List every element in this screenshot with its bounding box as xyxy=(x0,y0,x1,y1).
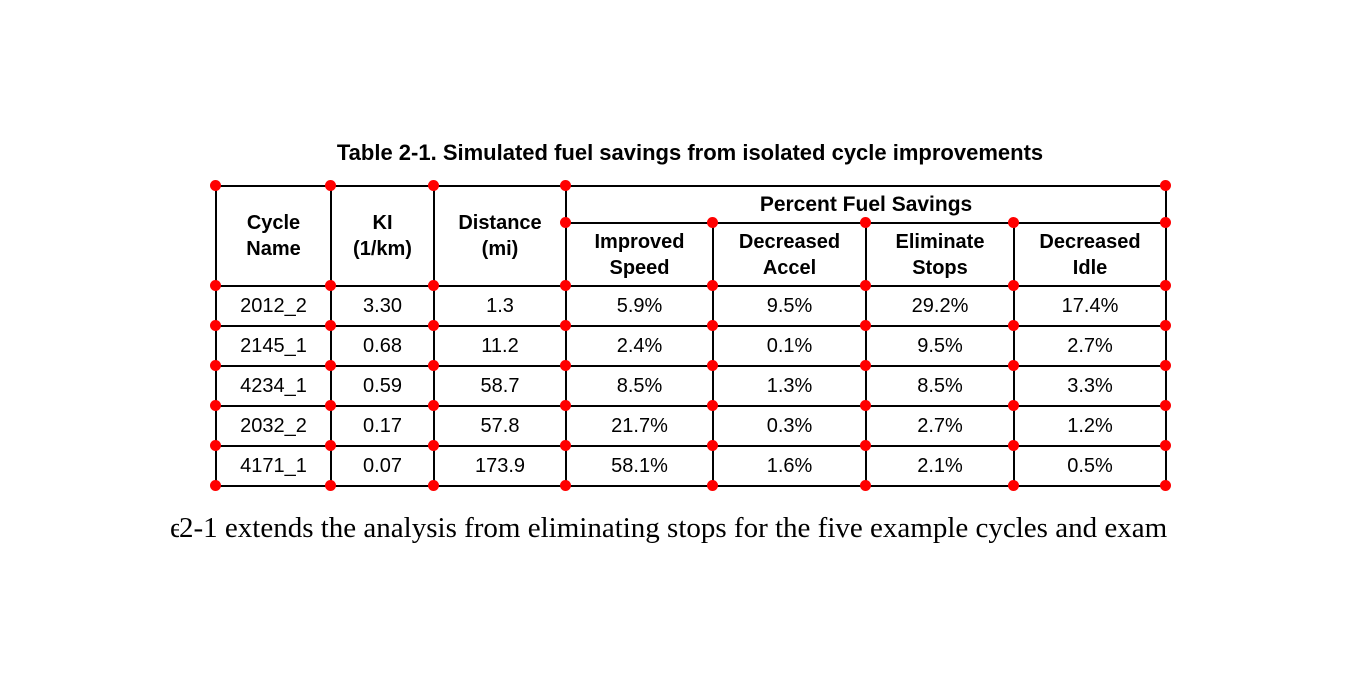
table-cell-eliminate-stops: 9.5% xyxy=(865,325,1015,367)
table-cell-ki: 0.59 xyxy=(330,365,435,407)
column-header-decreased-accel: Decreased Accel xyxy=(712,222,867,287)
table-cell-improved-speed: 8.5% xyxy=(565,365,714,407)
table-cell-improved-speed: 21.7% xyxy=(565,405,714,447)
table-cell-improved-speed: 5.9% xyxy=(565,285,714,327)
table-cell-decreased-accel: 1.6% xyxy=(712,445,867,487)
table-cell-ki: 3.30 xyxy=(330,285,435,327)
table-caption: Table 2-1. Simulated fuel savings from i… xyxy=(336,140,1044,165)
table-cell-ki: 0.17 xyxy=(330,405,435,447)
table-cell-decreased-idle: 1.2% xyxy=(1012,405,1168,447)
column-header-eliminate-stops: Eliminate Stops xyxy=(865,222,1015,287)
table-cell-distance: 11.2 xyxy=(433,325,567,367)
paragraph-text: 2-1 extends the analysis from eliminatin… xyxy=(179,512,1168,544)
table-cell-distance: 57.8 xyxy=(433,405,567,447)
table-row: 2032_2 0.17 57.8 21.7% 0.3% 2.7% 1.2% xyxy=(215,405,1168,447)
paragraph-line: e2-1 extends the analysis from eliminati… xyxy=(170,512,1167,545)
table-cell-ki: 0.68 xyxy=(330,325,435,367)
table-row: 2145_1 0.68 11.2 2.4% 0.1% 9.5% 2.7% xyxy=(215,325,1168,367)
table-cell-cycle-name: 4234_1 xyxy=(215,365,332,407)
table-cell-improved-speed: 58.1% xyxy=(565,445,714,487)
table-cell-distance: 1.3 xyxy=(433,285,567,327)
table-row: 4171_1 0.07 173.9 58.1% 1.6% 2.1% 0.5% xyxy=(215,445,1168,487)
table-cell-decreased-idle: 3.3% xyxy=(1012,365,1168,407)
column-header-decreased-idle: Decreased Idle xyxy=(1012,222,1168,287)
group-header-percent-fuel-savings: Percent Fuel Savings xyxy=(564,185,1168,224)
table-cell-cycle-name: 2032_2 xyxy=(215,405,332,447)
fuel-savings-table: Cycle Name KI (1/km) Distance (mi) Perce… xyxy=(215,185,1168,487)
column-header-distance: Distance (mi) xyxy=(433,185,567,287)
table-cell-distance: 173.9 xyxy=(433,445,567,487)
table-cell-decreased-accel: 0.3% xyxy=(712,405,867,447)
column-header-ki: KI (1/km) xyxy=(330,185,435,287)
table-region: Cycle Name KI (1/km) Distance (mi) Perce… xyxy=(210,180,1171,491)
table-cell-cycle-name: 2012_2 xyxy=(215,285,332,327)
table-cell-eliminate-stops: 29.2% xyxy=(865,285,1015,327)
table-row: 2012_2 3.30 1.3 5.9% 9.5% 29.2% 17.4% xyxy=(215,285,1168,327)
table-cell-eliminate-stops: 2.7% xyxy=(865,405,1015,447)
table-body: 2012_2 3.30 1.3 5.9% 9.5% 29.2% 17.4% 2145_1 0.6… xyxy=(215,285,1168,487)
table-cell-decreased-idle: 0.5% xyxy=(1012,445,1168,487)
table-cell-eliminate-stops: 2.1% xyxy=(865,445,1015,487)
table-row: 4234_1 0.59 58.7 8.5% 1.3% 8.5% 3.3% xyxy=(215,365,1168,407)
table-cell-cycle-name: 4171_1 xyxy=(215,445,332,487)
column-header-cycle-name: Cycle Name xyxy=(215,185,332,287)
table-header: Cycle Name KI (1/km) Distance (mi) Perce… xyxy=(215,185,1168,287)
table-cell-decreased-accel: 9.5% xyxy=(712,285,867,327)
table-cell-cycle-name: 2145_1 xyxy=(215,325,332,367)
table-cell-distance: 58.7 xyxy=(433,365,567,407)
table-cell-decreased-accel: 1.3% xyxy=(712,365,867,407)
table-cell-decreased-idle: 17.4% xyxy=(1012,285,1168,327)
table-cell-eliminate-stops: 8.5% xyxy=(865,365,1015,407)
table-cell-improved-speed: 2.4% xyxy=(565,325,714,367)
table-cell-ki: 0.07 xyxy=(330,445,435,487)
column-header-improved-speed: Improved Speed xyxy=(565,222,714,287)
table-cell-decreased-accel: 0.1% xyxy=(712,325,867,367)
table-cell-decreased-idle: 2.7% xyxy=(1012,325,1168,367)
clipped-word-fragment: e xyxy=(170,512,179,544)
